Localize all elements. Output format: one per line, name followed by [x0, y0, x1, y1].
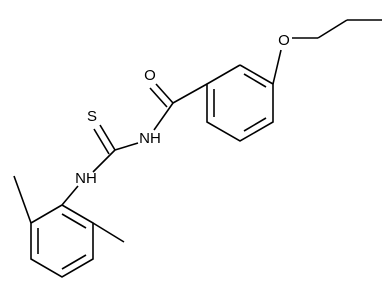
atom-label: NH — [75, 170, 97, 187]
bonds — [13, 19, 382, 278]
atom-label: O — [144, 67, 156, 84]
atom-label: NH — [139, 130, 161, 147]
atom-labels: O NH S NH O — [75, 32, 290, 187]
atom-label: O — [278, 32, 290, 49]
atom-label: S — [87, 108, 97, 125]
